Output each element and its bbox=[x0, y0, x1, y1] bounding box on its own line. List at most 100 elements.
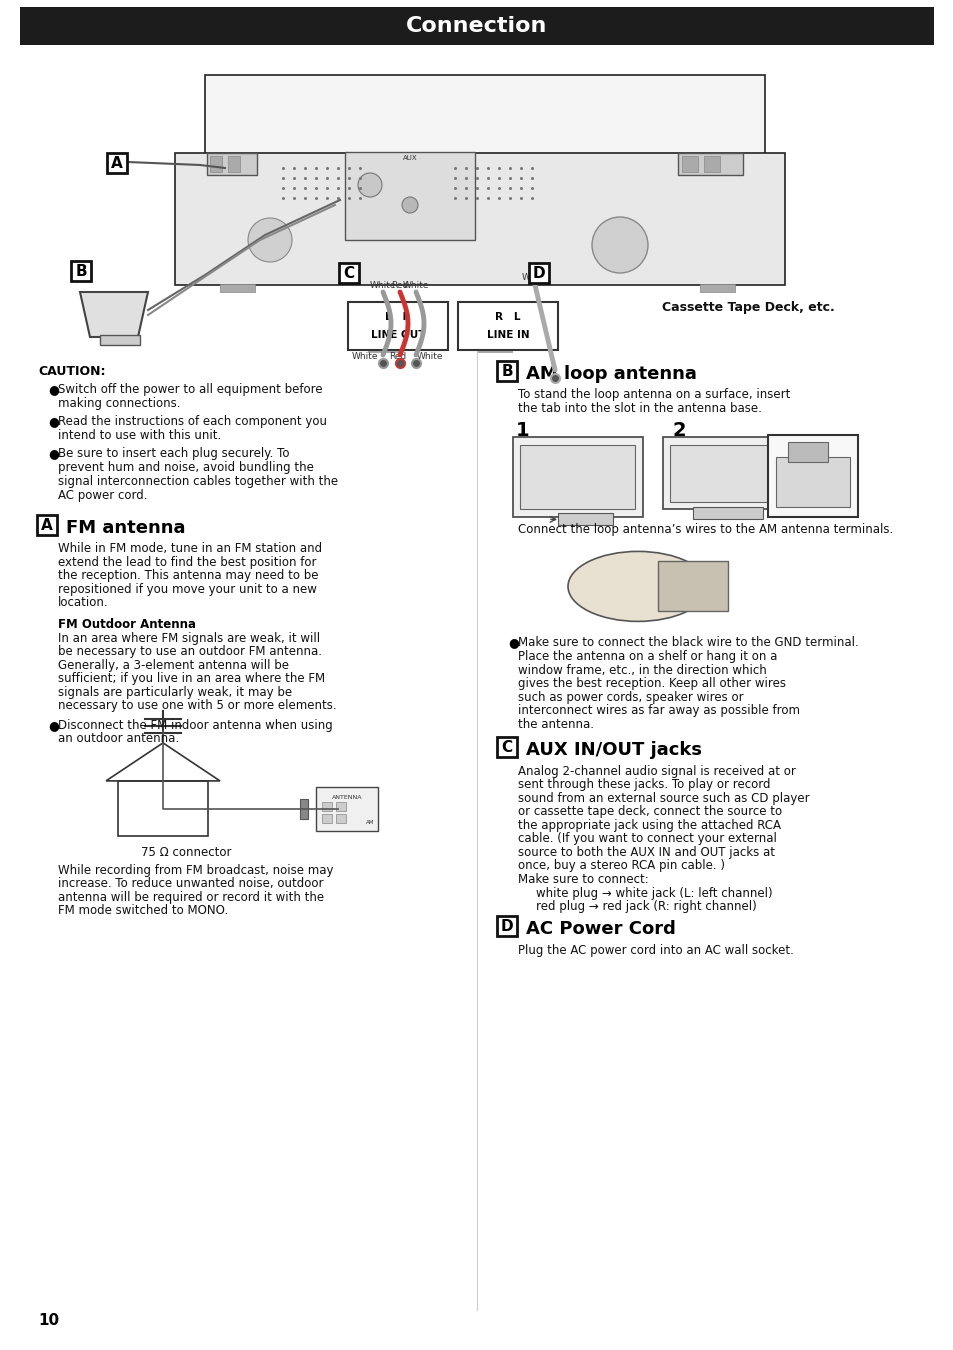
Ellipse shape bbox=[567, 551, 707, 621]
Text: necessary to use one with 5 or more elements.: necessary to use one with 5 or more elem… bbox=[58, 699, 336, 713]
Bar bbox=[700, 284, 734, 292]
Text: Connection: Connection bbox=[406, 16, 547, 36]
Text: A: A bbox=[111, 155, 123, 170]
Text: While recording from FM broadcast, noise may: While recording from FM broadcast, noise… bbox=[58, 864, 334, 878]
Bar bbox=[299, 799, 308, 819]
Bar bbox=[368, 348, 402, 352]
Text: sent through these jacks. To play or record: sent through these jacks. To play or rec… bbox=[517, 779, 770, 791]
Text: once, buy a stereo RCA pin cable. ): once, buy a stereo RCA pin cable. ) bbox=[517, 860, 724, 872]
Bar bbox=[348, 302, 448, 350]
Text: the reception. This antenna may need to be: the reception. This antenna may need to … bbox=[58, 570, 318, 582]
Text: signals are particularly weak, it may be: signals are particularly weak, it may be bbox=[58, 686, 292, 699]
Text: B: B bbox=[75, 263, 87, 278]
Bar bbox=[787, 443, 827, 463]
Circle shape bbox=[592, 217, 647, 273]
Text: prevent hum and noise, avoid bundling the: prevent hum and noise, avoid bundling th… bbox=[58, 460, 314, 474]
Bar bbox=[477, 348, 513, 352]
Text: Red: Red bbox=[391, 281, 408, 290]
Text: such as power cords, speaker wires or: such as power cords, speaker wires or bbox=[517, 691, 742, 703]
Text: Be sure to insert each plug securely. To: Be sure to insert each plug securely. To bbox=[58, 447, 289, 460]
Bar bbox=[767, 436, 857, 517]
Bar bbox=[228, 157, 240, 171]
Bar bbox=[513, 437, 642, 517]
Bar bbox=[100, 335, 140, 346]
Bar bbox=[37, 514, 57, 535]
Bar bbox=[497, 737, 517, 757]
Text: AM loop antenna: AM loop antenna bbox=[525, 364, 696, 383]
Text: White: White bbox=[416, 352, 443, 360]
Text: AM: AM bbox=[365, 821, 374, 825]
Text: FM Outdoor Antenna: FM Outdoor Antenna bbox=[58, 618, 195, 630]
Bar bbox=[669, 446, 785, 502]
Text: In an area where FM signals are weak, it will: In an area where FM signals are weak, it… bbox=[58, 632, 320, 645]
Bar bbox=[335, 814, 346, 824]
Text: L   R: L R bbox=[385, 312, 411, 323]
Bar bbox=[681, 157, 698, 171]
Text: White: White bbox=[402, 281, 429, 290]
Bar bbox=[692, 508, 762, 520]
Bar bbox=[322, 814, 332, 824]
Text: Switch off the power to all equipment before: Switch off the power to all equipment be… bbox=[58, 383, 322, 396]
Text: window frame, etc., in the direction which: window frame, etc., in the direction whi… bbox=[517, 664, 766, 676]
Text: source to both the AUX IN and OUT jacks at: source to both the AUX IN and OUT jacks … bbox=[517, 846, 774, 859]
Bar bbox=[678, 153, 742, 176]
Bar bbox=[205, 76, 764, 155]
Text: C: C bbox=[501, 740, 512, 755]
Text: Place the antenna on a shelf or hang it on a: Place the antenna on a shelf or hang it … bbox=[517, 651, 777, 663]
Text: making connections.: making connections. bbox=[58, 397, 180, 410]
Bar bbox=[207, 153, 256, 176]
Text: To stand the loop antenna on a surface, insert: To stand the loop antenna on a surface, … bbox=[517, 389, 789, 401]
Text: AUX IN/OUT jacks: AUX IN/OUT jacks bbox=[525, 741, 701, 760]
Bar bbox=[210, 157, 222, 171]
Text: extend the lead to find the best position for: extend the lead to find the best positio… bbox=[58, 556, 316, 568]
Text: R   L: R L bbox=[495, 312, 520, 323]
Text: White: White bbox=[352, 352, 377, 360]
Text: 1: 1 bbox=[516, 421, 529, 440]
Bar bbox=[519, 446, 635, 509]
Text: D: D bbox=[532, 266, 545, 281]
Bar bbox=[335, 802, 346, 811]
Text: increase. To reduce unwanted noise, outdoor: increase. To reduce unwanted noise, outd… bbox=[58, 878, 323, 891]
Text: sufficient; if you live in an area where the FM: sufficient; if you live in an area where… bbox=[58, 672, 325, 686]
Text: CAUTION:: CAUTION: bbox=[38, 364, 106, 378]
Bar bbox=[529, 263, 548, 284]
Text: AC Power Cord: AC Power Cord bbox=[525, 921, 675, 938]
Text: Plug the AC power cord into an AC wall socket.: Plug the AC power cord into an AC wall s… bbox=[517, 944, 793, 957]
Text: Connect the loop antenna’s wires to the AM antenna terminals.: Connect the loop antenna’s wires to the … bbox=[517, 524, 892, 536]
Text: White: White bbox=[370, 281, 395, 290]
Bar bbox=[345, 153, 475, 240]
Text: signal interconnection cables together with the: signal interconnection cables together w… bbox=[58, 475, 337, 487]
Text: Analog 2-channel audio signal is received at or: Analog 2-channel audio signal is receive… bbox=[517, 765, 795, 778]
Text: the appropriate jack using the attached RCA: the appropriate jack using the attached … bbox=[517, 819, 781, 832]
Text: AC power cord.: AC power cord. bbox=[58, 489, 148, 502]
Text: ANTENNA: ANTENNA bbox=[332, 795, 362, 801]
Text: ●: ● bbox=[48, 447, 59, 460]
Text: Make sure to connect the black wire to the GND terminal.: Make sure to connect the black wire to t… bbox=[517, 636, 858, 649]
Bar bbox=[497, 917, 517, 937]
Text: Generally, a 3-element antenna will be: Generally, a 3-element antenna will be bbox=[58, 659, 289, 672]
Text: AUX: AUX bbox=[402, 155, 416, 161]
Text: sound from an external source such as CD player: sound from an external source such as CD… bbox=[517, 792, 809, 805]
Text: LINE OUT: LINE OUT bbox=[371, 329, 425, 340]
Text: be necessary to use an outdoor FM antenna.: be necessary to use an outdoor FM antenn… bbox=[58, 645, 322, 659]
Bar bbox=[71, 261, 91, 281]
Bar bbox=[107, 153, 127, 173]
Text: Read the instructions of each component you: Read the instructions of each component … bbox=[58, 414, 327, 428]
Text: 2: 2 bbox=[672, 421, 686, 440]
Text: Make sure to connect:: Make sure to connect: bbox=[517, 873, 648, 886]
Text: ●: ● bbox=[48, 414, 59, 428]
Text: FM antenna: FM antenna bbox=[66, 518, 185, 537]
Bar bbox=[118, 780, 208, 836]
Text: ●: ● bbox=[48, 383, 59, 396]
Text: FM mode switched to MONO.: FM mode switched to MONO. bbox=[58, 904, 228, 918]
Bar bbox=[775, 458, 849, 508]
Text: location.: location. bbox=[58, 597, 109, 609]
Bar bbox=[558, 513, 613, 525]
Text: 10: 10 bbox=[38, 1314, 59, 1328]
Text: gives the best reception. Keep all other wires: gives the best reception. Keep all other… bbox=[517, 678, 785, 690]
Circle shape bbox=[401, 197, 417, 213]
Text: the antenna.: the antenna. bbox=[517, 718, 594, 730]
Text: ●: ● bbox=[507, 636, 518, 649]
Text: an outdoor antenna.: an outdoor antenna. bbox=[58, 733, 179, 745]
Bar bbox=[497, 360, 517, 381]
